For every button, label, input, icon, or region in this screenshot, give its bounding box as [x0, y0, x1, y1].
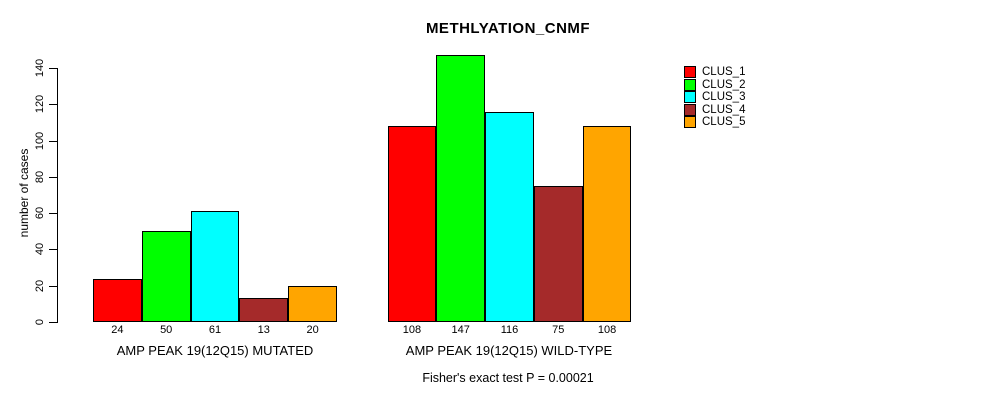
- bar-clus_4: [533, 185, 583, 322]
- legend-item-clus_4: CLUS_4: [684, 103, 746, 117]
- y-tick-label: 80: [34, 170, 46, 184]
- bar-clus_1: [93, 278, 142, 322]
- x-category-label-mutated: AMP PEAK 19(12Q15) MUTATED: [116, 343, 314, 358]
- bar-clus_5: [582, 126, 632, 322]
- legend-label: CLUS_1: [702, 66, 746, 79]
- y-tick-label: 40: [34, 242, 46, 256]
- legend-swatch: [684, 66, 696, 79]
- legend-swatch: [684, 116, 696, 129]
- x-category-label-wild-type: AMP PEAK 19(12Q15) WILD-TYPE: [405, 343, 613, 358]
- legend-item-clus_5: CLUS_5: [684, 116, 745, 129]
- legend-label: CLUS_4: [702, 103, 746, 116]
- bar-value-label: 13: [257, 324, 270, 336]
- bar-value-label: 108: [402, 324, 422, 336]
- legend-label: CLUS_3: [702, 91, 746, 104]
- bar-value-label: 24: [111, 324, 124, 336]
- bar-value-label: 116: [500, 324, 519, 336]
- y-tick: [49, 104, 57, 105]
- bar-clus_3: [190, 211, 240, 322]
- y-tick: [49, 177, 57, 178]
- chart-title: METHLYATION_CNMF: [425, 20, 591, 37]
- bar-value-label: 147: [451, 324, 470, 336]
- legend-label: CLUS_2: [702, 78, 746, 91]
- y-tick: [49, 322, 57, 323]
- y-tick-label: 120: [34, 94, 46, 114]
- bar-value-label: 108: [597, 324, 617, 336]
- bar-value-label: 50: [160, 324, 173, 336]
- legend-swatch: [684, 103, 696, 116]
- bar-value-label: 61: [208, 324, 222, 336]
- y-axis-label: number of cases: [17, 148, 31, 238]
- bar-clus_1: [387, 126, 437, 322]
- legend-item-clus_2: CLUS_2: [684, 78, 746, 92]
- y-tick: [49, 286, 57, 287]
- y-tick: [49, 68, 57, 69]
- bar-clus_3: [485, 111, 534, 322]
- bar-clus_5: [288, 285, 337, 322]
- legend-label: CLUS_5: [702, 116, 746, 129]
- legend-swatch: [684, 91, 696, 104]
- y-tick: [49, 141, 57, 142]
- y-tick-label: 20: [34, 279, 46, 293]
- legend-item-clus_1: CLUS_1: [684, 66, 745, 79]
- bar-clus_2: [141, 231, 191, 322]
- legend-item-clus_3: CLUS_3: [684, 91, 745, 104]
- y-tick: [49, 249, 57, 250]
- bar-value-label: 75: [552, 324, 565, 336]
- legend-swatch: [684, 78, 696, 91]
- y-tick-label: 60: [34, 206, 46, 220]
- bar-clus_2: [436, 55, 486, 322]
- y-tick-label: 0: [34, 318, 46, 326]
- y-tick-label: 100: [34, 131, 46, 151]
- bar-clus_4: [239, 298, 289, 322]
- bar-value-label: 20: [306, 324, 319, 336]
- y-tick-label: 140: [34, 58, 46, 78]
- legend: CLUS_1 CLUS_2 CLUS_3 CLUS_4 CLUS_5: [684, 66, 745, 129]
- y-axis-line: [57, 68, 58, 323]
- y-tick: [49, 213, 57, 214]
- fisher-test-annotation: Fisher's exact test P = 0.00021: [422, 371, 594, 385]
